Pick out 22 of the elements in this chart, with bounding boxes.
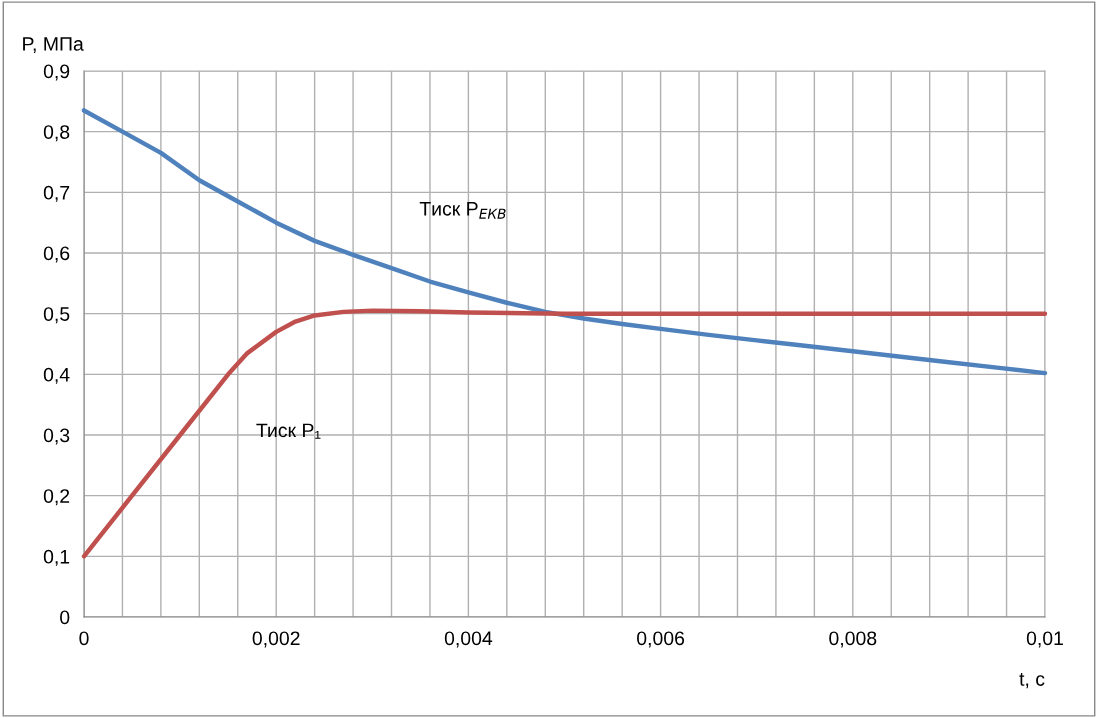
text: Тиск P$_{ЕКВ}$	[419, 202, 506, 219]
y-tick-label: 0,8	[43, 125, 70, 142]
y-tick-label: 0,5	[43, 307, 70, 324]
y-tick-label: 0,7	[43, 185, 70, 202]
x-axis-title: t, с	[1019, 673, 1045, 689]
y-tick-label: 0,4	[43, 367, 70, 384]
line-series	[81, 308, 1048, 559]
x-tick-label: 0,004	[444, 631, 493, 648]
x-tick-label: 0,002	[252, 631, 300, 648]
x-tick-label: 0,01	[1026, 631, 1063, 648]
y-tick-label: 0,9	[43, 64, 70, 81]
y-tick-label: 0,2	[43, 489, 70, 506]
x-tick-label: 0	[79, 631, 89, 646]
y-tick-label: 0,3	[43, 428, 70, 445]
y-tick-label: 0,1	[43, 549, 70, 566]
y-tick-label: 0,6	[43, 246, 70, 263]
text: Тиск P₁	[256, 423, 321, 439]
y-axis-title: P, МПа	[23, 37, 84, 54]
x-tick-label: 0,006	[637, 631, 685, 648]
y-tick-label: 0	[60, 610, 70, 625]
x-tick-label: 0,008	[829, 631, 877, 648]
line-series	[81, 108, 1048, 376]
